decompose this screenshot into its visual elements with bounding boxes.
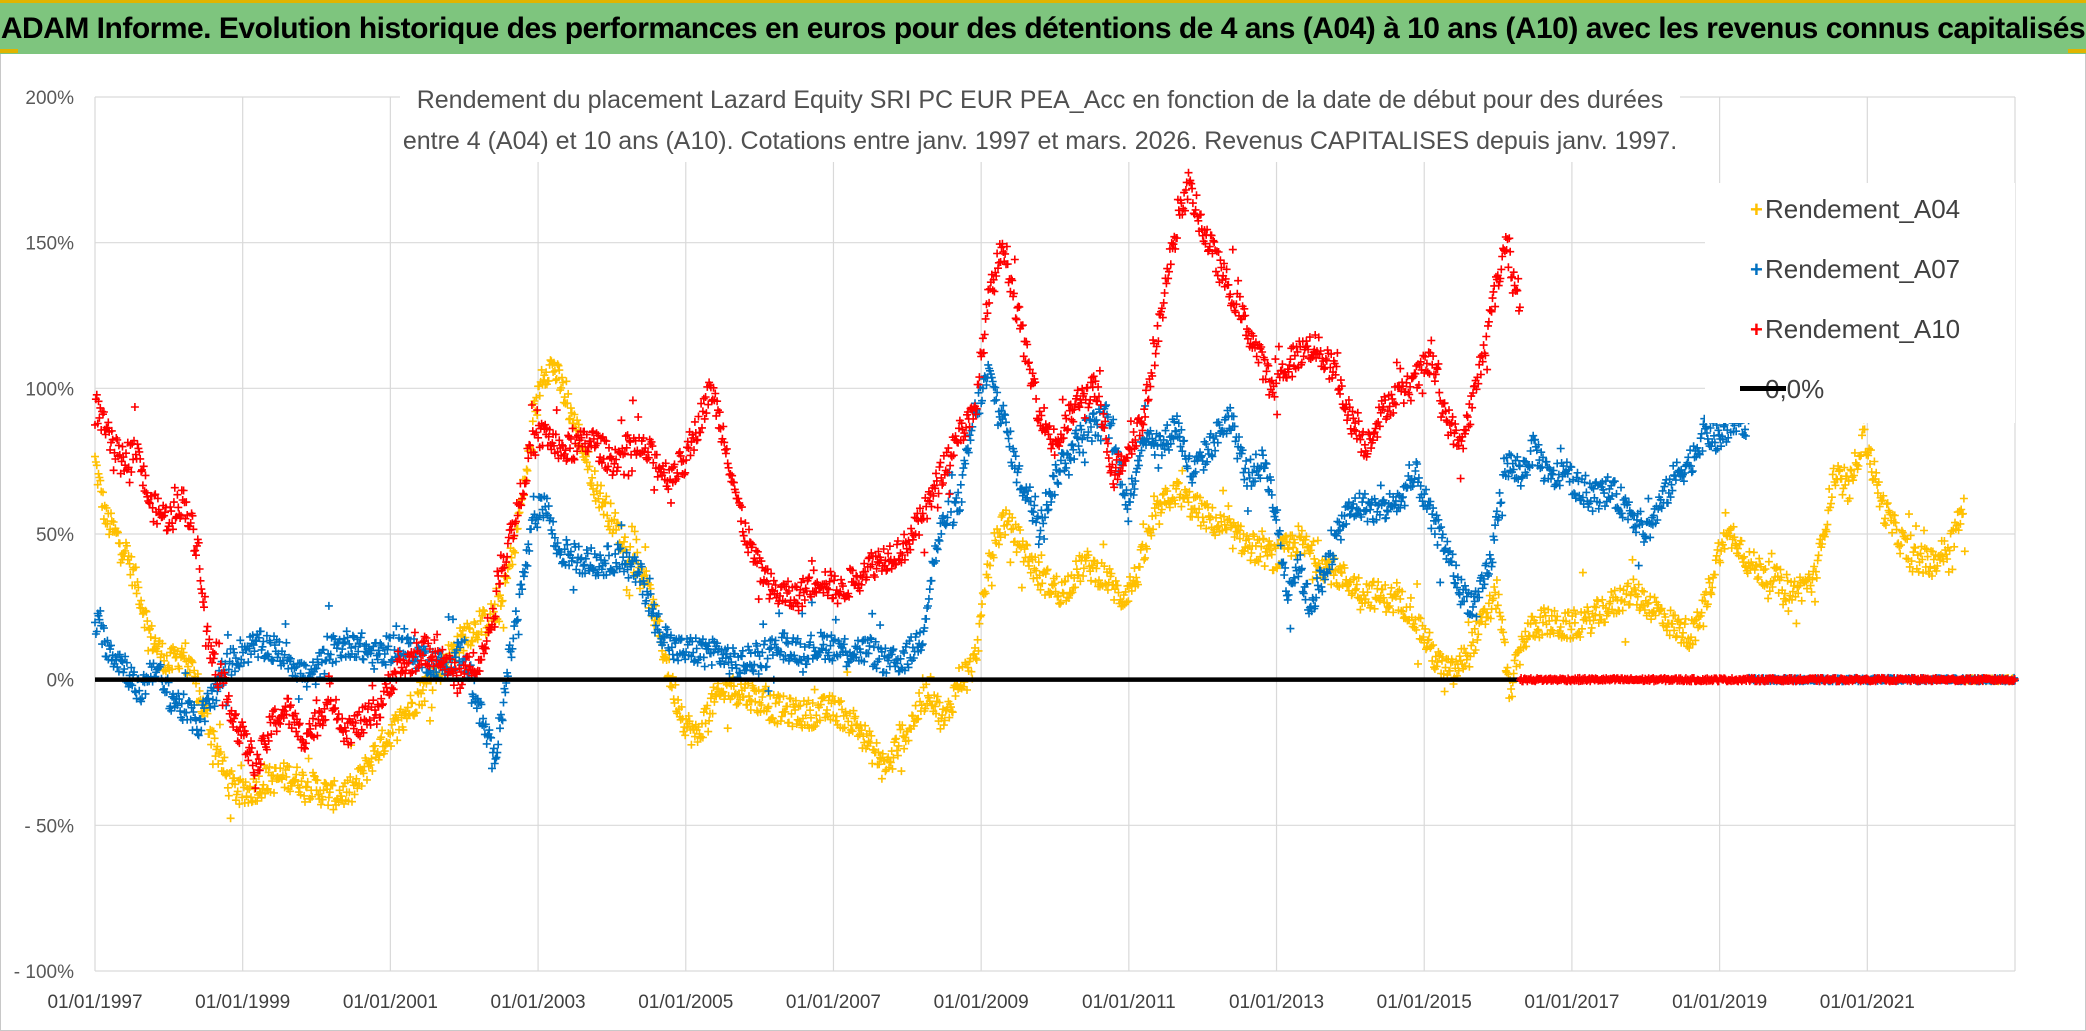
series-a10 (91, 168, 1524, 793)
x-tick-label: 01/01/2001 (343, 992, 438, 1013)
banner-title: ADAM Informe. Evolution historique des p… (0, 11, 2086, 45)
x-tick-label: 01/01/2013 (1229, 992, 1324, 1013)
x-tick-label: 01/01/2003 (491, 992, 586, 1013)
y-tick-label: - 100% (14, 962, 74, 983)
x-tick-label: 01/01/2007 (786, 992, 881, 1013)
x-tick-label: 01/01/2009 (934, 992, 1029, 1013)
legend-marker-a10: + (1750, 317, 1763, 342)
data-point-a07 (91, 360, 1753, 773)
zero-tail-a10 (1516, 673, 2019, 686)
x-tick-label: 01/01/2017 (1524, 992, 1619, 1013)
legend-label-a07: Rendement_A07 (1765, 253, 1961, 284)
series-a07 (91, 360, 1753, 773)
chart-title: Rendement du placement Lazard Equity SRI… (400, 80, 1680, 162)
data-point-a04 (91, 356, 1969, 823)
x-tick-label: 01/01/2005 (638, 992, 733, 1013)
series-a04 (91, 356, 1969, 823)
legend-item-zero: 0,0% (1705, 369, 1824, 409)
legend-marker-a04: + (1750, 197, 1763, 222)
banner-accent-right (2068, 49, 2086, 53)
legend-label-a10: Rendement_A10 (1765, 313, 1961, 344)
y-tick-label: 0% (47, 671, 75, 692)
data-point-a10 (91, 168, 1524, 793)
y-tick-label: 150% (25, 234, 74, 255)
chart-title-line2: entre 4 (A04) et 10 ans (A10). Cotations… (400, 121, 1680, 162)
y-tick-label: 200% (25, 88, 74, 109)
banner-accent-left (0, 49, 18, 53)
x-tick-label: 01/01/1999 (195, 992, 290, 1013)
y-tick-label: - 50% (24, 816, 74, 837)
x-tick-label: 01/01/2011 (1082, 992, 1176, 1013)
legend-marker-a07: + (1750, 257, 1763, 282)
y-tick-label: 50% (36, 525, 74, 546)
legend-item-a04: + Rendement_A04 (1705, 189, 1960, 229)
x-tick-label: 01/01/1997 (47, 992, 142, 1013)
legend-item-a07: + Rendement_A07 (1705, 249, 1960, 289)
y-tick-label: 100% (25, 379, 74, 400)
legend-label-a04: Rendement_A04 (1765, 193, 1961, 224)
x-tick-label: 01/01/2019 (1672, 992, 1767, 1013)
x-tick-label: 01/01/2021 (1820, 992, 1915, 1013)
legend-item-a10: + Rendement_A10 (1705, 309, 1960, 349)
chart-title-line1: Rendement du placement Lazard Equity SRI… (400, 80, 1680, 121)
chart-legend: + Rendement_A04 + Rendement_A07 + Rendem… (1705, 183, 2015, 423)
chart-plot: 200% 150% 100% 50% 0% - 50% - 100% 01/01/1997 01… (14, 88, 2019, 1013)
banner: ADAM Informe. Evolution historique des p… (0, 0, 2086, 54)
legend-marker-zero (1740, 386, 1786, 391)
x-tick-label: 01/01/2015 (1377, 992, 1472, 1013)
